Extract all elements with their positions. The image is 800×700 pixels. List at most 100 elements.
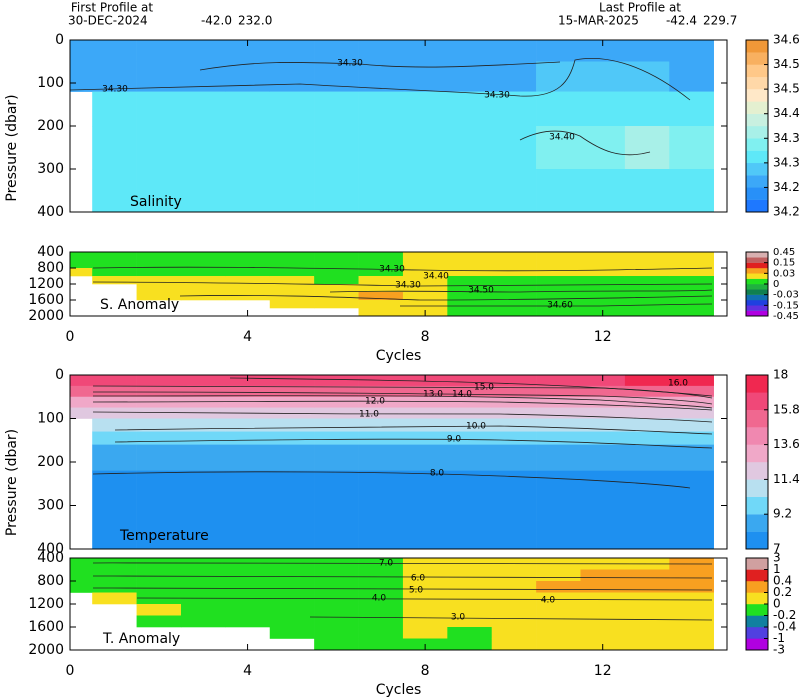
heat-cell [358, 268, 404, 277]
heat-cell [70, 61, 93, 92]
heat-cell [180, 470, 226, 550]
colorbar-bin [746, 638, 768, 651]
heat-cell [269, 470, 315, 550]
x-tick-label: 12 [594, 329, 612, 345]
colorbar-bin [746, 305, 768, 311]
heat-cell [491, 385, 537, 398]
contour-label: 16.0 [668, 379, 688, 389]
heat-cell [92, 431, 137, 445]
heat-cell [314, 444, 359, 471]
heat-cell [358, 40, 404, 62]
heat-cell [180, 260, 226, 269]
panel-label: Temperature [119, 528, 209, 544]
heat-cell [536, 581, 581, 593]
heat-cell [180, 252, 226, 261]
contour-line [92, 575, 713, 579]
heat-cell [447, 252, 493, 261]
colorbar-bin [746, 278, 768, 285]
y-tick-label: 400 [37, 204, 64, 220]
heat-cell [580, 604, 626, 616]
heat-cell [70, 260, 93, 269]
heat-cell [491, 284, 537, 293]
heat-cell [669, 592, 714, 605]
heat-cell [225, 292, 271, 301]
heat-cell [580, 470, 626, 550]
contour-line [92, 395, 713, 409]
heat-cell [180, 418, 226, 432]
heat-cell [402, 300, 448, 309]
contour-label: 12.0 [365, 397, 385, 407]
contour-line [114, 425, 713, 435]
heat-cell [180, 615, 226, 628]
heat-cell [580, 581, 626, 593]
contour-lines [69, 58, 713, 621]
heat-cell [536, 169, 581, 213]
y-tick-label: 300 [37, 498, 64, 514]
heat-cell [447, 444, 493, 471]
colorbar-bin [746, 162, 768, 176]
heat-cell [269, 284, 315, 293]
heat-cell [269, 169, 315, 213]
heat-cell [358, 638, 404, 651]
heat-cell [491, 61, 537, 92]
heat-cell [402, 40, 448, 62]
heat-cell [225, 268, 271, 277]
heat-cell [358, 169, 404, 213]
colorbar-tick-label: 34.38 [773, 131, 800, 145]
heat-cell [180, 444, 226, 471]
colorbar-bin [746, 150, 768, 164]
heat-cell [358, 444, 404, 471]
colorbar-bin [746, 531, 768, 550]
contour-line [92, 400, 713, 411]
heat-cell [314, 292, 359, 301]
x-axis-label: Cycles [376, 682, 422, 698]
heat-cell [358, 470, 404, 550]
heat-cell [92, 61, 137, 92]
y-tick-label: 800 [37, 573, 64, 589]
contour-label: 5.0 [409, 586, 424, 596]
heat-cell [402, 126, 448, 170]
y-axis-label: Pressure (dbar) [4, 94, 20, 201]
heat-cell [358, 276, 404, 285]
heat-cell [314, 627, 359, 639]
last-profile-date: 15-MAR-2025 [558, 14, 639, 28]
colorbar-bin [746, 375, 768, 393]
contour-label: 34.30 [484, 91, 510, 101]
heat-cell [136, 284, 182, 293]
heat-cell [580, 407, 626, 419]
heat-cell [136, 260, 182, 269]
heat-cell [447, 396, 493, 408]
heat-cell [624, 638, 670, 651]
contour-line [92, 391, 713, 405]
last-profile-lon: 229.7 [703, 14, 737, 28]
heat-cell [92, 407, 137, 419]
heat-cell [70, 375, 93, 387]
colorbar-bin [746, 615, 768, 628]
heat-cell [624, 418, 670, 432]
heat-cell [491, 292, 537, 301]
heat-cell [536, 375, 581, 387]
y-tick-label: 200 [37, 118, 64, 134]
heat-cell [580, 40, 626, 62]
heat-cell [402, 418, 448, 432]
colorbar-bin [746, 514, 768, 532]
heat-cell [269, 615, 315, 628]
heat-cell [314, 375, 359, 387]
heat-cell [180, 284, 226, 293]
heat-cell [536, 284, 581, 293]
heat-cell [536, 638, 581, 651]
heat-cell [225, 396, 271, 408]
heat-cell [136, 418, 182, 432]
heat-cell [536, 470, 581, 550]
colorbar-bin [746, 199, 768, 213]
heat-cell [536, 300, 581, 309]
heat-cell [92, 569, 137, 582]
colorbar-tick-label: -3 [773, 643, 785, 657]
colorbar-tick-label: 34.44 [773, 106, 800, 120]
contour-label: 34.30 [395, 281, 421, 291]
contour-label: 4.0 [372, 594, 387, 604]
colorbar-bin [746, 604, 768, 616]
colorbar-bin [746, 101, 768, 114]
heat-cell [536, 260, 581, 269]
heat-cell [669, 604, 714, 616]
